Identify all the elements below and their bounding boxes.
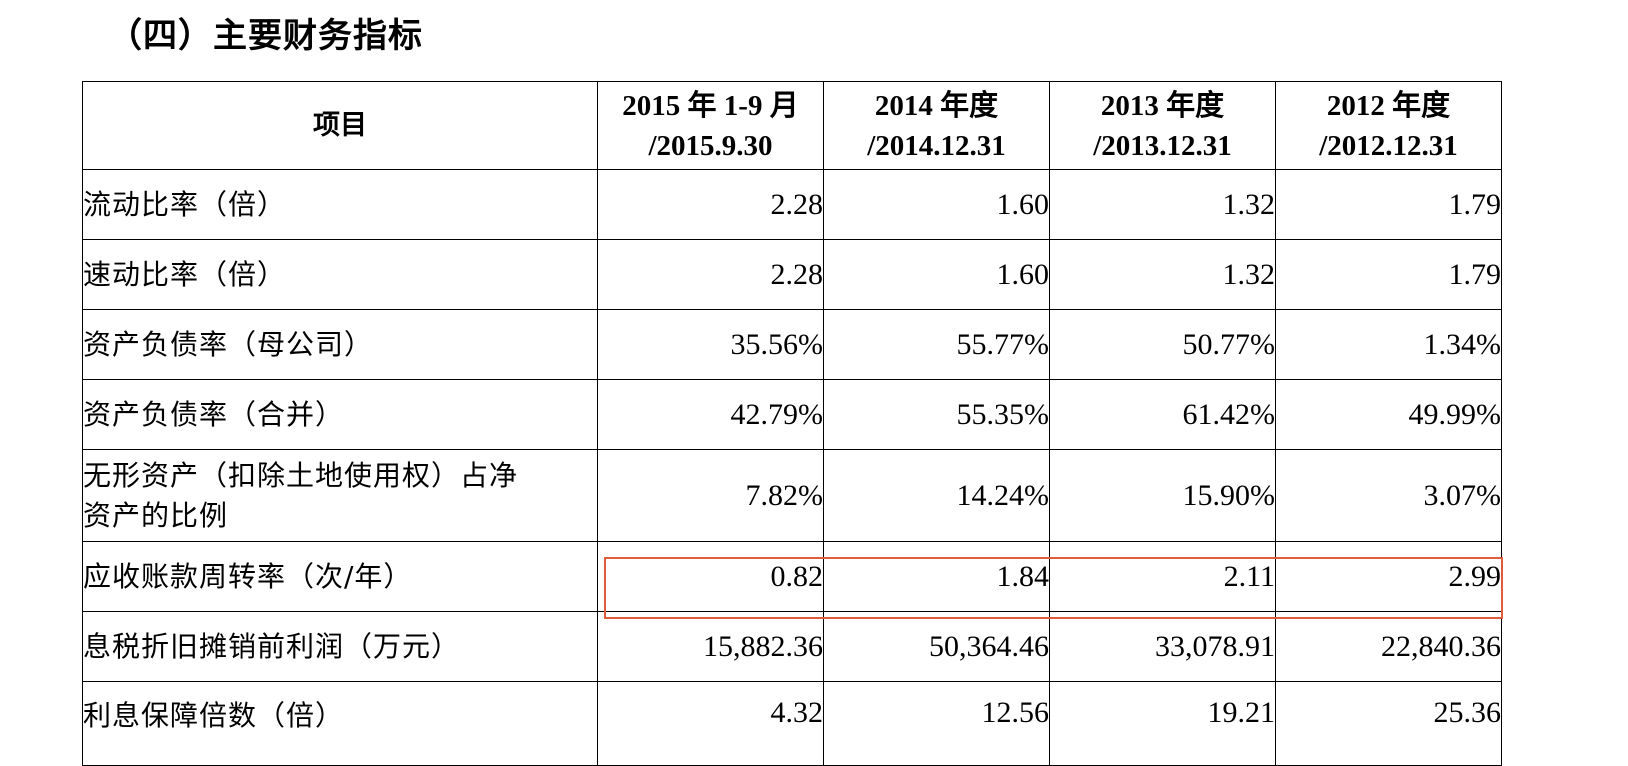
- cell-2013: 1.32: [1049, 239, 1276, 310]
- financial-indicators-table: 项目 2015 年 1-9 月/2015.9.30 2014 年度/2014.1…: [82, 81, 1502, 766]
- cell-2015: 0.82: [597, 541, 824, 612]
- table-row-receivables-turnover: 应收账款周转率（次/年） 0.82 1.84 2.11 2.99: [82, 541, 1502, 612]
- cell-2012: 3.07%: [1275, 449, 1502, 542]
- cell-2015: 2.28: [597, 169, 824, 240]
- cell-2013: 1.32: [1049, 169, 1276, 240]
- table-row-intangible-assets-ratio: 无形资产（扣除土地使用权）占净 资产的比例 7.82% 14.24% 15.90%…: [82, 449, 1502, 542]
- table-row-debt-ratio-consolidated: 资产负债率（合并） 42.79% 55.35% 61.42% 49.99%: [82, 379, 1502, 450]
- cell-2013: 19.21: [1049, 681, 1276, 766]
- row-label: 流动比率（倍）: [82, 169, 598, 240]
- table-row-quick-ratio: 速动比率（倍） 2.28 1.60 1.32 1.79: [82, 239, 1502, 310]
- header-2015: 2015 年 1-9 月/2015.9.30: [597, 81, 824, 170]
- row-label: 资产负债率（合并）: [82, 379, 598, 450]
- header-2015-period: 2015 年 1-9 月: [622, 89, 799, 122]
- cell-2013: 33,078.91: [1049, 611, 1276, 682]
- row-label: 速动比率（倍）: [82, 239, 598, 310]
- table-header-row: 项目 2015 年 1-9 月/2015.9.30 2014 年度/2014.1…: [82, 81, 1502, 170]
- cell-2012: 22,840.36: [1275, 611, 1502, 682]
- cell-2013: 15.90%: [1049, 449, 1276, 542]
- cell-2015: 15,882.36: [597, 611, 824, 682]
- table-row-interest-coverage: 利息保障倍数（倍） 4.32 12.56 19.21 25.36: [82, 681, 1502, 766]
- cell-2013: 61.42%: [1049, 379, 1276, 450]
- header-2015-date: /2015.9.30: [648, 129, 773, 162]
- row-label-line1: 无形资产（扣除土地使用权）占净: [83, 458, 519, 492]
- cell-2014: 14.24%: [823, 449, 1050, 542]
- cell-2015: 7.82%: [597, 449, 824, 542]
- cell-2012: 1.79: [1275, 239, 1502, 310]
- row-label: 无形资产（扣除土地使用权）占净 资产的比例: [82, 449, 598, 542]
- cell-2013: 2.11: [1049, 541, 1276, 612]
- row-label: 利息保障倍数（倍）: [82, 681, 598, 766]
- header-2014: 2014 年度/2014.12.31: [823, 81, 1050, 170]
- row-label-line2: 资产的比例: [83, 498, 229, 532]
- cell-2015: 42.79%: [597, 379, 824, 450]
- cell-2013: 50.77%: [1049, 309, 1276, 380]
- table-row-debt-ratio-parent: 资产负债率（母公司） 35.56% 55.77% 50.77% 1.34%: [82, 309, 1502, 380]
- cell-2012: 1.34%: [1275, 309, 1502, 380]
- header-2013-period: 2013 年度: [1100, 89, 1225, 122]
- cell-2015: 4.32: [597, 681, 824, 766]
- section-title: （四）主要财务指标: [108, 16, 423, 56]
- cell-2014: 1.60: [823, 239, 1050, 310]
- header-2014-date: /2014.12.31: [867, 129, 1006, 162]
- cell-2015: 2.28: [597, 239, 824, 310]
- cell-2014: 12.56: [823, 681, 1050, 766]
- cell-2014: 1.84: [823, 541, 1050, 612]
- cell-2012: 1.79: [1275, 169, 1502, 240]
- cell-2014: 1.60: [823, 169, 1050, 240]
- cell-2015: 35.56%: [597, 309, 824, 380]
- cell-2014: 55.35%: [823, 379, 1050, 450]
- cell-2014: 55.77%: [823, 309, 1050, 380]
- row-label: 息税折旧摊销前利润（万元）: [82, 611, 598, 682]
- cell-2012: 25.36: [1275, 681, 1502, 766]
- header-2013: 2013 年度/2013.12.31: [1049, 81, 1276, 170]
- header-2014-period: 2014 年度: [874, 89, 999, 122]
- table-row-ebitda: 息税折旧摊销前利润（万元） 15,882.36 50,364.46 33,078…: [82, 611, 1502, 682]
- row-label: 资产负债率（母公司）: [82, 309, 598, 380]
- header-2012: 2012 年度/2012.12.31: [1275, 81, 1502, 170]
- cell-2012: 2.99: [1275, 541, 1502, 612]
- table-row-current-ratio: 流动比率（倍） 2.28 1.60 1.32 1.79: [82, 169, 1502, 240]
- header-item: 项目: [82, 81, 598, 170]
- header-2012-period: 2012 年度: [1326, 89, 1451, 122]
- cell-2014: 50,364.46: [823, 611, 1050, 682]
- header-2013-date: /2013.12.31: [1093, 129, 1232, 162]
- row-label: 应收账款周转率（次/年）: [82, 541, 598, 612]
- cell-2012: 49.99%: [1275, 379, 1502, 450]
- header-2012-date: /2012.12.31: [1319, 129, 1458, 162]
